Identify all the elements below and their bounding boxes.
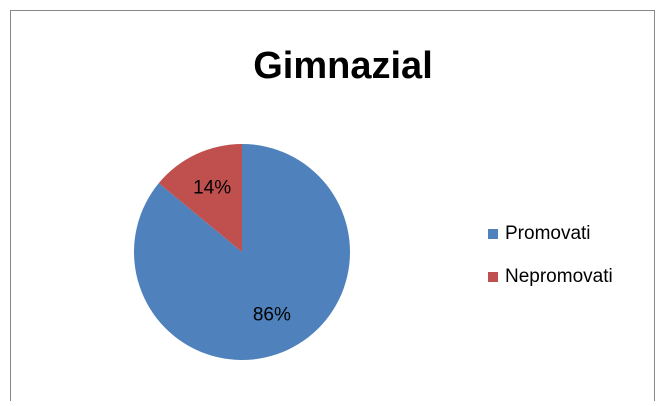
data-label: 86% [253, 305, 291, 326]
legend-swatch [488, 272, 498, 282]
data-label: 14% [193, 177, 231, 198]
chart-title: Gimnazial [253, 45, 433, 87]
legend-swatch [488, 229, 498, 239]
pie-slice [158, 144, 242, 252]
chart-border [10, 10, 655, 401]
legend-label: Promovati [505, 223, 591, 244]
legend-label: Nepromovati [505, 266, 613, 287]
